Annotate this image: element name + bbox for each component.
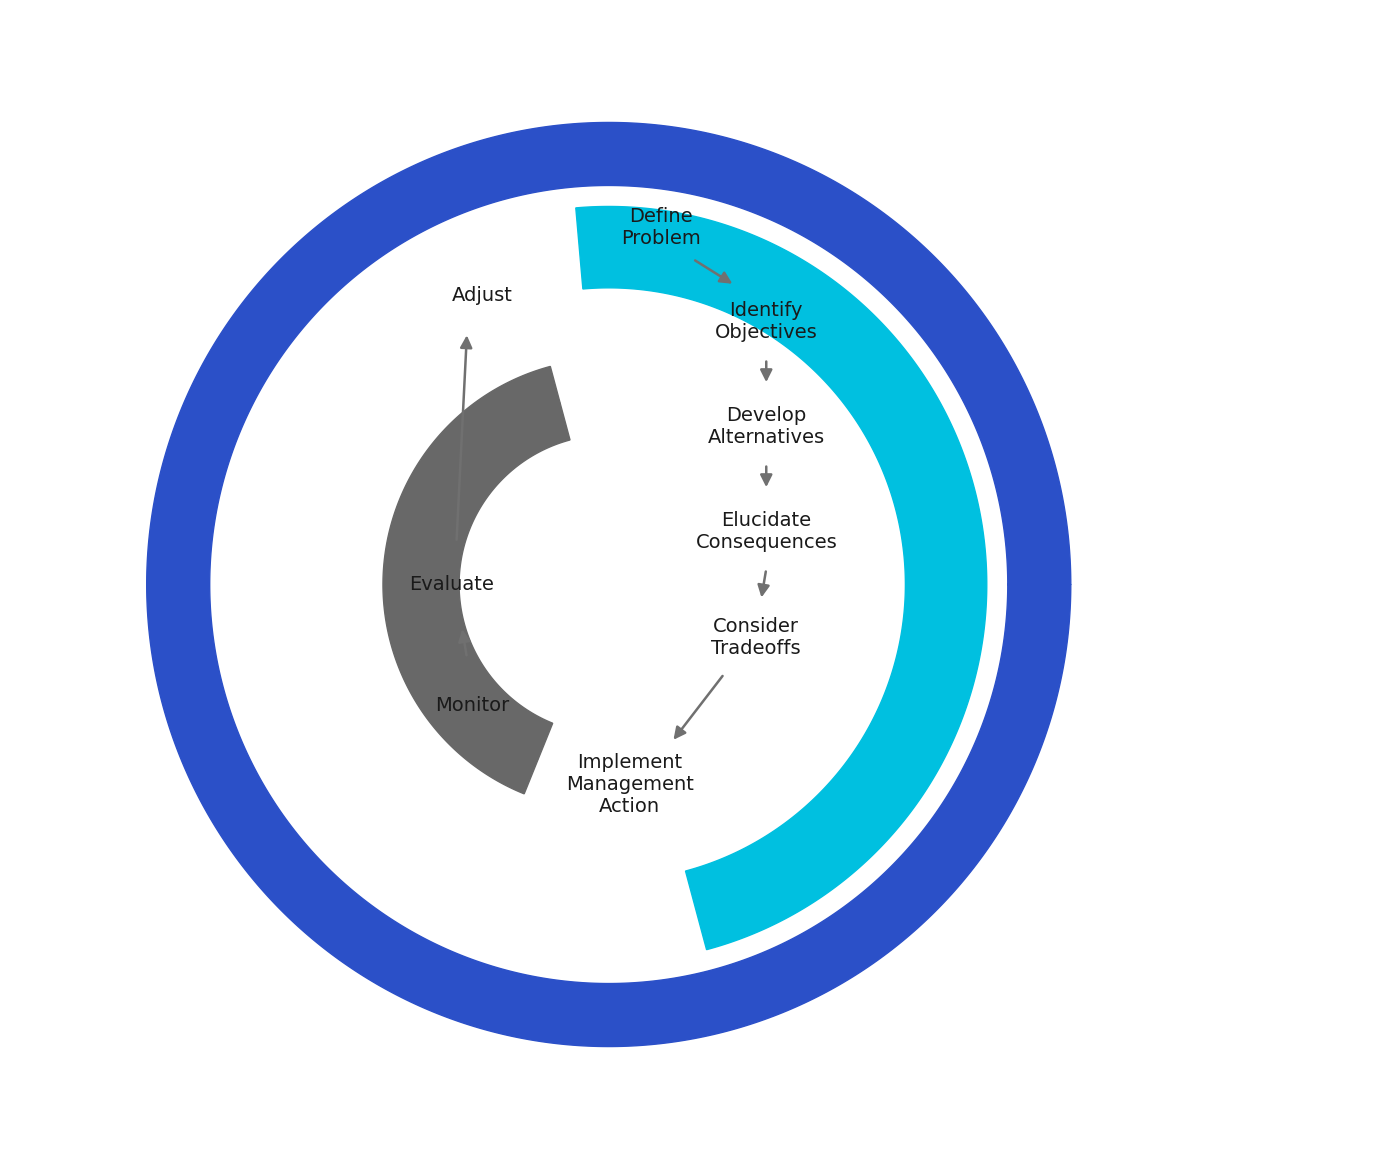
Text: k: k [830, 821, 851, 842]
Text: a: a [851, 798, 873, 819]
Polygon shape [576, 207, 987, 949]
Text: Develop
Alternatives: Develop Alternatives [708, 407, 825, 448]
Text: n: n [920, 857, 943, 880]
Text: e: e [905, 431, 927, 450]
Text: n: n [784, 857, 804, 879]
Text: Evaluate: Evaluate [408, 575, 494, 594]
Text: c: c [836, 333, 857, 353]
Text: t: t [766, 278, 782, 298]
Text: d: d [778, 181, 799, 205]
Text: Implement
Management
Action: Implement Management Action [565, 753, 693, 816]
Text: o: o [914, 697, 935, 715]
Text: D: D [932, 519, 953, 537]
Text: A: A [732, 164, 752, 187]
Text: Identify
Objectives: Identify Objectives [715, 302, 818, 343]
Text: g: g [758, 872, 778, 894]
Text: m: m [976, 773, 1002, 801]
Text: n: n [1030, 587, 1049, 602]
Text: i: i [936, 614, 956, 622]
Text: Consider
Tradeoffs: Consider Tradeoffs [711, 616, 800, 657]
Text: u: u [874, 379, 896, 400]
Text: Monitor: Monitor [434, 696, 509, 714]
Text: i: i [810, 842, 826, 859]
Text: Define
Problem: Define Problem [622, 207, 701, 248]
Text: r: r [791, 295, 808, 314]
Text: e: e [951, 818, 975, 841]
Text: i: i [935, 306, 954, 324]
Text: Adjust: Adjust [452, 286, 513, 305]
Text: g: g [1015, 684, 1037, 703]
Text: i: i [925, 672, 943, 683]
Text: r: r [891, 406, 912, 423]
Text: t: t [857, 355, 876, 374]
Text: e: e [986, 390, 1009, 410]
Text: S: S [737, 264, 756, 286]
Text: e: e [936, 551, 956, 565]
Text: a: a [1024, 636, 1045, 652]
Polygon shape [518, 388, 560, 437]
Text: s: s [932, 641, 952, 655]
Text: u: u [813, 312, 835, 333]
Polygon shape [384, 366, 571, 794]
Polygon shape [495, 721, 539, 768]
Text: M: M [1019, 483, 1041, 507]
Text: Elucidate
Consequences: Elucidate Consequences [696, 512, 837, 553]
Polygon shape [147, 123, 1071, 1046]
Text: t: t [887, 894, 906, 914]
Text: d: d [917, 461, 938, 478]
Text: n: n [902, 724, 924, 743]
Text: e: e [998, 732, 1022, 750]
Text: t: t [901, 268, 921, 289]
Text: a: a [822, 205, 843, 228]
Text: v: v [962, 346, 986, 367]
Text: M: M [869, 773, 894, 798]
Text: a: a [1027, 537, 1048, 552]
Text: c: c [938, 582, 957, 593]
Text: p: p [862, 234, 886, 257]
